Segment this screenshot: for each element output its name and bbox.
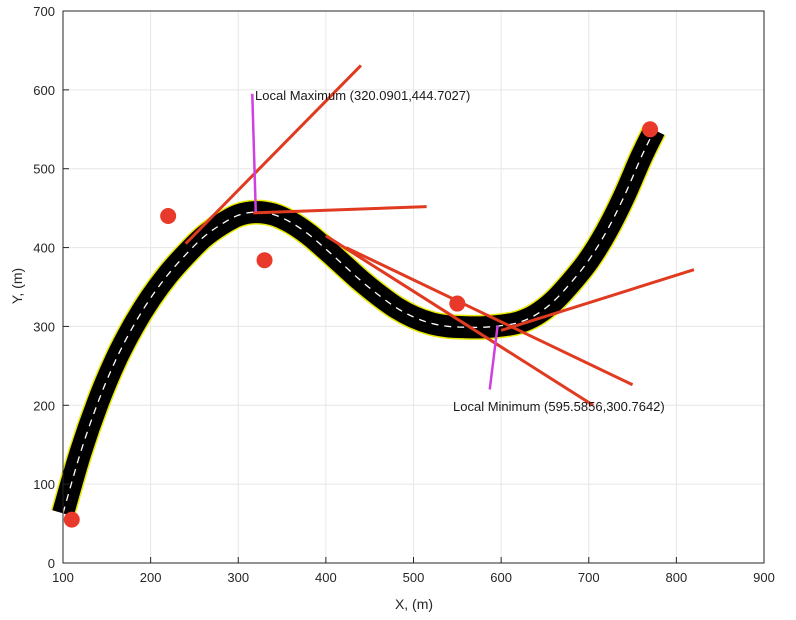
y-tick-label: 0 <box>48 556 55 571</box>
tangent-line <box>345 246 634 387</box>
x-tick-label: 500 <box>403 570 425 585</box>
waypoint-marker <box>256 252 273 269</box>
y-tick-label: 400 <box>33 241 55 256</box>
y-tick-label: 300 <box>33 319 55 334</box>
tangent-lines <box>184 64 695 407</box>
waypoint-marker <box>160 208 177 225</box>
x-tick-label: 600 <box>490 570 512 585</box>
x-tick-label: 400 <box>315 570 337 585</box>
normal-line <box>251 93 258 213</box>
road-centerline <box>62 129 656 514</box>
x-tick-label: 100 <box>52 570 74 585</box>
y-tick-label: 200 <box>33 398 55 413</box>
road-path <box>50 124 666 517</box>
x-tick-label: 900 <box>753 570 775 585</box>
tangent-line <box>500 268 695 332</box>
normal-lines <box>251 93 499 390</box>
y-tick-label: 600 <box>33 83 55 98</box>
waypoint-marker <box>63 511 80 528</box>
tangent-line <box>325 234 594 407</box>
road-surface <box>52 125 665 517</box>
x-tick-label: 200 <box>140 570 162 585</box>
normal-line <box>488 325 499 390</box>
x-tick-label: 700 <box>578 570 600 585</box>
tangent-line <box>184 64 362 245</box>
y-tick-label: 500 <box>33 162 55 177</box>
y-tick-label: 700 <box>33 4 55 19</box>
annotations: Local Maximum (320.0901,444.7027) Local M… <box>255 88 665 414</box>
waypoint-marker <box>642 121 659 138</box>
y-axis-label: Y, (m) <box>9 268 25 304</box>
road-edge <box>50 124 666 517</box>
axes: 100 200 300 400 500 600 700 800 9000100200300400… <box>33 4 775 585</box>
tangent-line <box>253 205 427 215</box>
x-axis-label: X, (m) <box>395 596 433 612</box>
local-minimum-label: Local Minimum (595.5856,300.7642) <box>453 399 665 414</box>
waypoint-marker <box>449 295 466 312</box>
x-tick-label: 300 <box>227 570 249 585</box>
y-tick-label: 100 <box>33 477 55 492</box>
local-maximum-label: Local Maximum (320.0901,444.7027) <box>255 88 470 103</box>
waypoint-markers <box>63 121 659 528</box>
x-tick-label: 800 <box>666 570 688 585</box>
